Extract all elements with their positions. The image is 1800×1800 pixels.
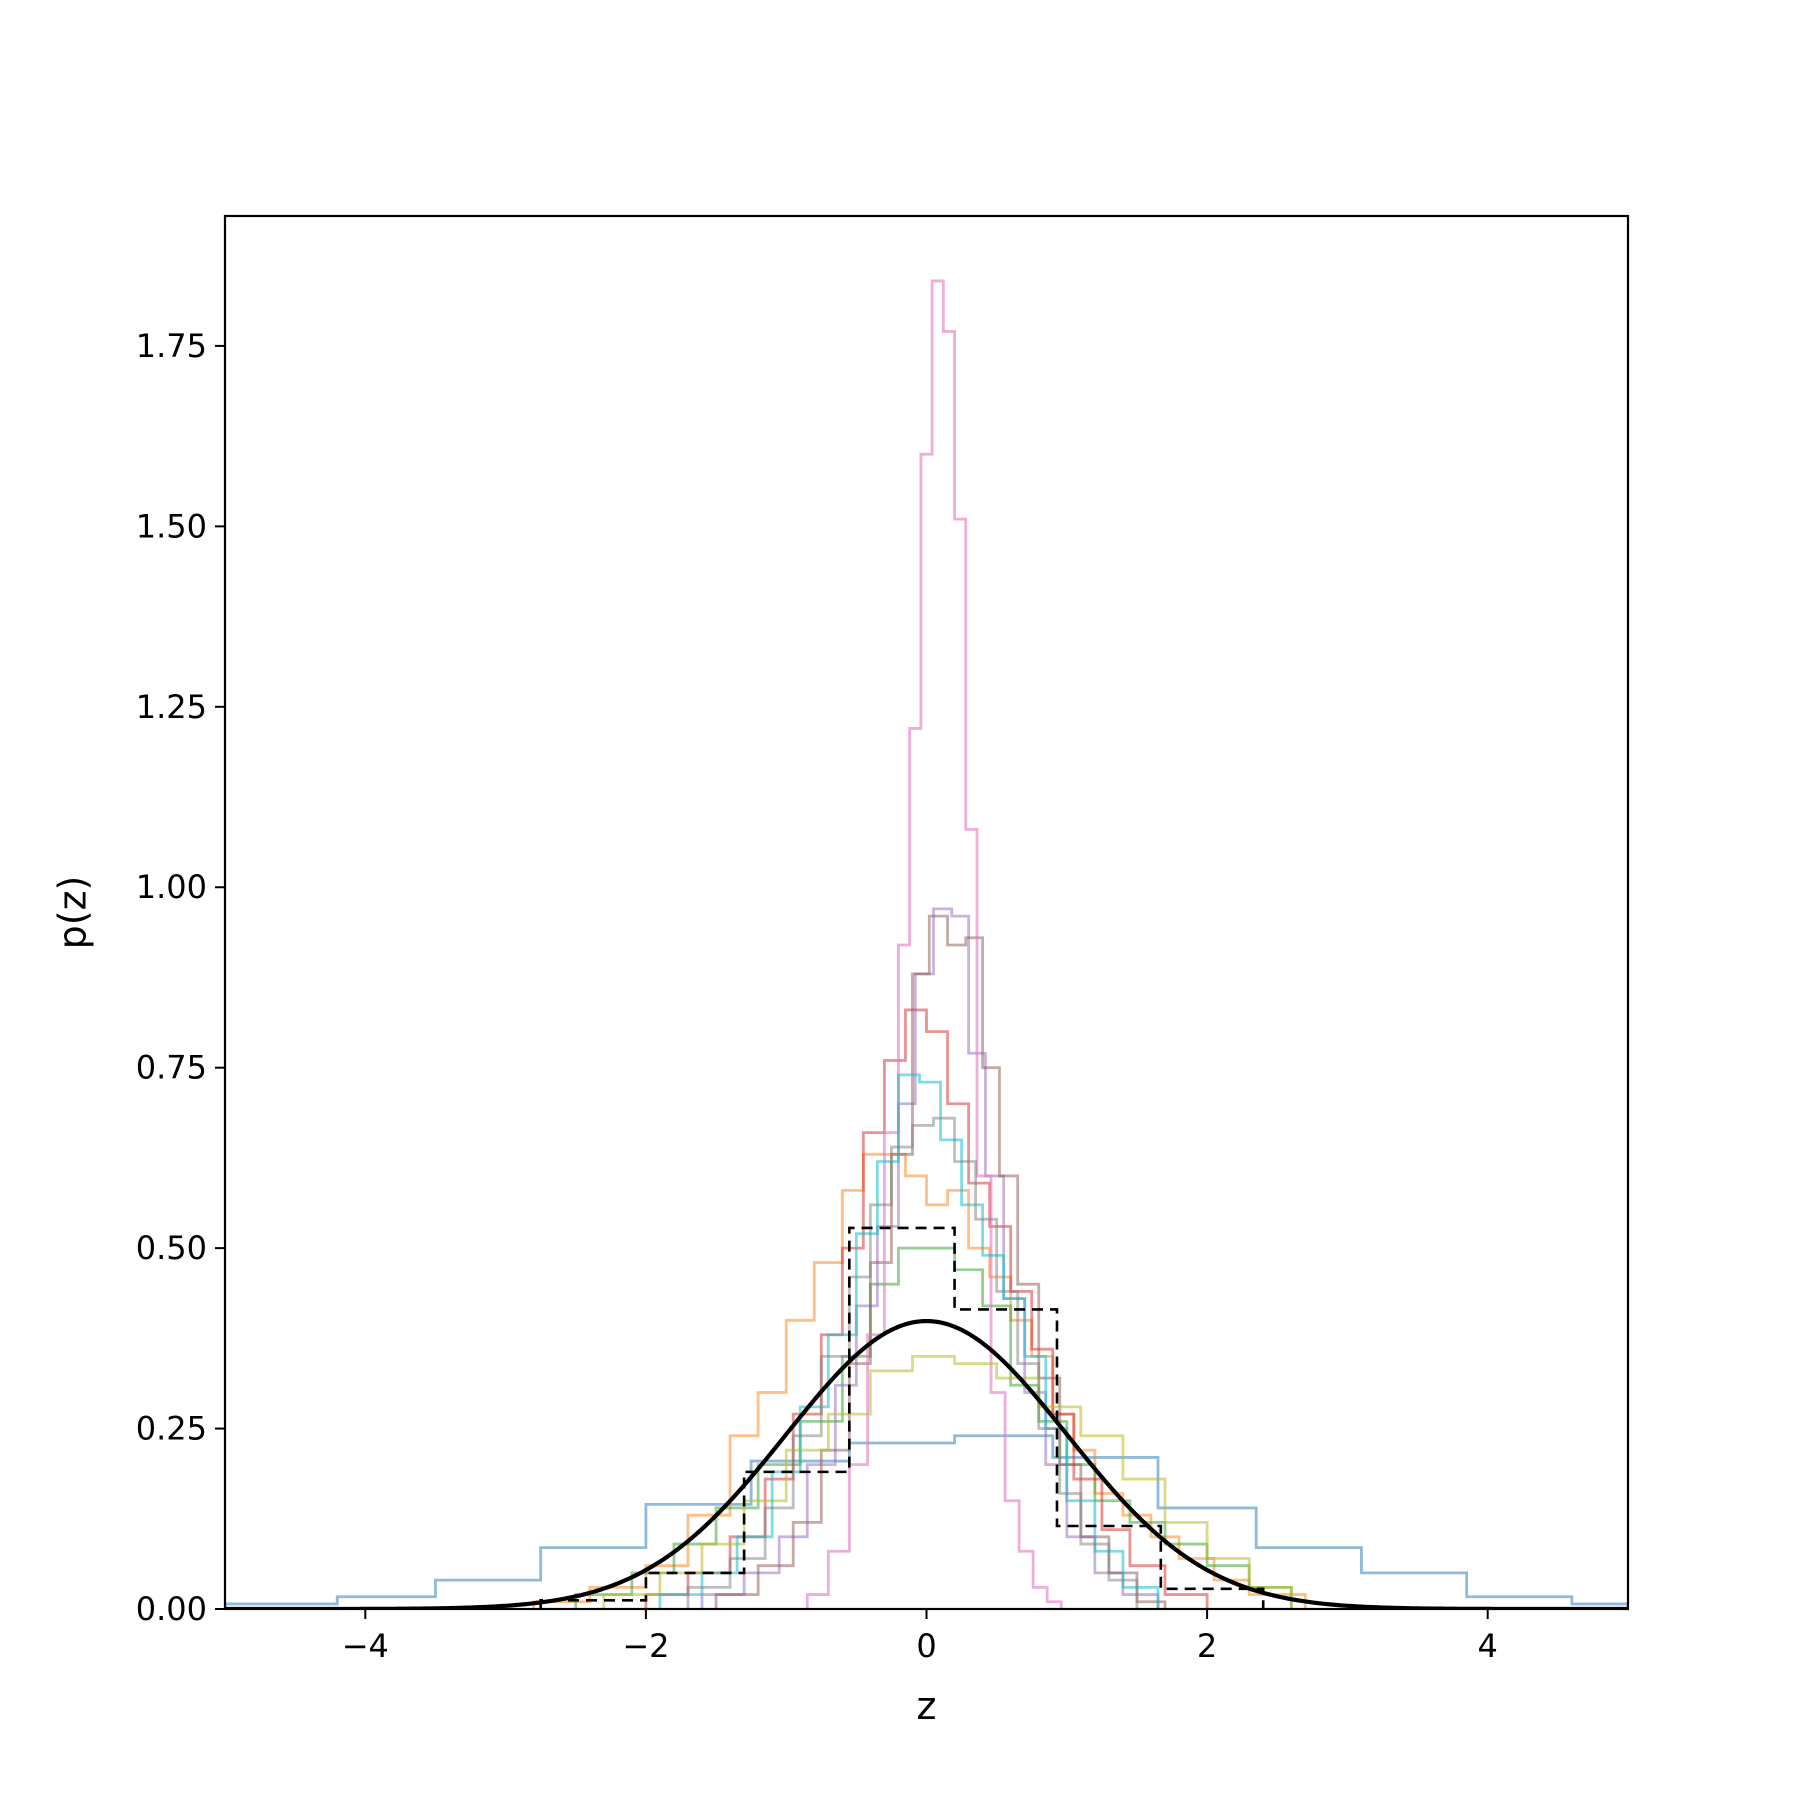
y-tick-label: 1.50 xyxy=(136,507,207,545)
histogram-series-0 xyxy=(225,1434,1628,1609)
histogram-series-3 xyxy=(644,1008,1209,1609)
histogram-series-8 xyxy=(658,1073,1160,1609)
y-tick-label: 1.25 xyxy=(136,688,207,726)
x-axis-label: z xyxy=(917,1684,937,1728)
x-tick-label: 4 xyxy=(1478,1627,1498,1665)
x-axis: −4 −2 0 2 4 xyxy=(342,1609,1498,1665)
x-tick-label: 2 xyxy=(1197,1627,1217,1665)
y-tick-label: 1.75 xyxy=(136,327,207,365)
plot-area xyxy=(225,279,1628,1609)
histogram-series-6 xyxy=(805,279,1063,1609)
y-tick-label: 0.00 xyxy=(136,1590,207,1628)
histogram-series-4 xyxy=(700,907,1160,1609)
y-axis: 0.00 0.25 0.50 0.75 1.00 1.25 1.50 1.75 xyxy=(136,327,225,1628)
plot-frame xyxy=(223,214,1630,1611)
histogram-series-1 xyxy=(532,1152,1307,1609)
x-tick-label: −2 xyxy=(622,1627,669,1665)
y-tick-label: 1.00 xyxy=(136,868,207,906)
y-tick-label: 0.50 xyxy=(136,1229,207,1267)
histogram-series-5 xyxy=(714,914,1167,1609)
histogram-series-9 xyxy=(686,1116,1139,1609)
x-tick-label: 0 xyxy=(916,1627,936,1665)
normal-pdf-curve xyxy=(225,1318,1628,1609)
y-tick-label: 0.75 xyxy=(136,1049,207,1087)
aggregate-histogram-dashed xyxy=(539,1226,1265,1609)
y-tick-label: 0.25 xyxy=(136,1410,207,1448)
histogram-series-7 xyxy=(602,1354,1293,1609)
x-tick-label: −4 xyxy=(342,1627,389,1665)
y-axis-label: p(z) xyxy=(50,876,94,950)
